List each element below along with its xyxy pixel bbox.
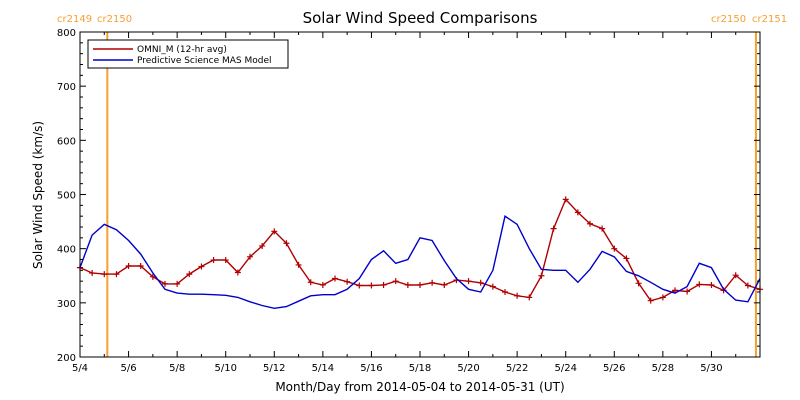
y-tick-label: 700 bbox=[57, 82, 76, 93]
data-point-omni bbox=[247, 253, 253, 260]
x-tick-label: 5/4 bbox=[72, 363, 88, 374]
data-point-omni bbox=[635, 280, 642, 287]
cr-marker-2-left-label: cr2150 bbox=[711, 14, 746, 25]
data-point-omni bbox=[186, 271, 193, 278]
data-point-omni bbox=[684, 288, 691, 295]
data-point-omni bbox=[174, 280, 181, 287]
x-tick-label: 5/20 bbox=[457, 363, 479, 374]
data-point-omni bbox=[708, 281, 715, 288]
data-point-omni bbox=[538, 272, 545, 279]
x-tick-label: 5/12 bbox=[263, 363, 285, 374]
data-point-omni bbox=[514, 292, 521, 299]
data-point-omni bbox=[125, 263, 132, 269]
data-point-omni bbox=[696, 281, 703, 288]
y-tick-label: 200 bbox=[57, 353, 76, 364]
carrington-marker-lines bbox=[106, 32, 757, 357]
data-point-omni bbox=[599, 225, 606, 232]
y-tick-label: 500 bbox=[57, 191, 76, 202]
data-point-omni bbox=[307, 279, 314, 286]
data-point-omni bbox=[344, 278, 351, 285]
y-axis: 200 300 400 500 600 700 800 bbox=[57, 28, 760, 364]
data-point-omni bbox=[489, 283, 496, 290]
plot-frame bbox=[79, 31, 761, 358]
data-point-omni bbox=[222, 257, 229, 264]
data-point-omni bbox=[198, 263, 205, 270]
data-point-omni bbox=[623, 255, 630, 262]
series-layer bbox=[77, 196, 763, 310]
data-point-omni bbox=[259, 242, 266, 249]
data-point-omni bbox=[283, 240, 290, 247]
data-point-omni bbox=[441, 281, 448, 288]
data-point-omni bbox=[332, 275, 338, 282]
data-point-omni bbox=[234, 269, 241, 276]
data-point-omni bbox=[210, 257, 217, 264]
data-point-omni bbox=[113, 271, 120, 278]
data-point-omni bbox=[101, 271, 108, 278]
x-tick-label: 5/18 bbox=[409, 363, 431, 374]
y-tick-label: 800 bbox=[57, 28, 76, 39]
data-point-omni bbox=[465, 278, 472, 285]
data-point-omni bbox=[149, 273, 156, 280]
data-point-omni bbox=[550, 225, 557, 232]
x-tick-label: 5/8 bbox=[169, 363, 185, 374]
legend-label-omni: OMNI_M (12-hr avg) bbox=[137, 45, 227, 55]
cr-marker-1-left-label: cr2149 bbox=[57, 14, 92, 25]
data-point-omni bbox=[417, 281, 423, 288]
data-point-omni bbox=[744, 282, 751, 289]
y-axis-label: Solar Wind Speed (km/s) bbox=[31, 121, 45, 269]
data-point-omni bbox=[162, 280, 168, 287]
data-point-omni bbox=[404, 281, 411, 288]
data-point-omni bbox=[380, 281, 387, 288]
data-point-omni bbox=[477, 279, 484, 286]
data-point-omni bbox=[562, 196, 569, 203]
x-tick-label: 5/14 bbox=[312, 363, 334, 374]
series-line-mas bbox=[79, 215, 761, 310]
data-point-omni bbox=[368, 282, 375, 289]
data-point-omni bbox=[429, 279, 436, 286]
data-point-omni bbox=[356, 282, 363, 289]
data-point-omni bbox=[502, 289, 508, 295]
x-tick-label: 5/26 bbox=[603, 363, 625, 374]
x-tick-label: 5/28 bbox=[652, 363, 674, 374]
x-axis: 5/4 5/6 5/8 5/10 5/12 5/14 5/16 5/18 5/20 5/22 5/2… bbox=[72, 32, 761, 374]
y-tick-label: 400 bbox=[57, 245, 76, 256]
data-point-omni bbox=[574, 209, 581, 216]
chart-title: Solar Wind Speed Comparisons bbox=[303, 9, 538, 27]
x-tick-label: 5/30 bbox=[700, 363, 722, 374]
data-point-omni bbox=[732, 272, 739, 279]
legend: OMNI_M (12-hr avg) Predictive Science MA… bbox=[87, 39, 289, 69]
cr-marker-2-right-label: cr2151 bbox=[752, 14, 787, 25]
data-point-omni bbox=[659, 294, 666, 301]
x-tick-label: 5/10 bbox=[214, 363, 236, 374]
legend-label-mas: Predictive Science MAS Model bbox=[137, 56, 272, 66]
legend-box bbox=[87, 39, 289, 69]
x-axis-label: Month/Day from 2014-05-04 to 2014-05-31 … bbox=[275, 380, 564, 394]
data-point-omni bbox=[295, 261, 302, 268]
data-point-omni bbox=[89, 270, 96, 277]
x-tick-label: 5/6 bbox=[121, 363, 137, 374]
y-tick-label: 600 bbox=[57, 136, 76, 147]
data-point-omni bbox=[392, 278, 399, 285]
data-point-omni bbox=[271, 228, 278, 235]
y-tick-label: 300 bbox=[57, 299, 76, 310]
data-point-omni bbox=[611, 245, 618, 252]
data-point-omni bbox=[137, 263, 144, 269]
x-tick-label: 5/24 bbox=[554, 363, 576, 374]
data-point-omni bbox=[587, 220, 593, 227]
cr-marker-1-right-label: cr2150 bbox=[97, 14, 132, 25]
data-point-omni bbox=[647, 297, 654, 304]
data-point-omni bbox=[526, 294, 533, 301]
x-tick-label: 5/22 bbox=[506, 363, 528, 374]
data-point-omni bbox=[319, 281, 326, 288]
x-tick-label: 5/16 bbox=[360, 363, 382, 374]
